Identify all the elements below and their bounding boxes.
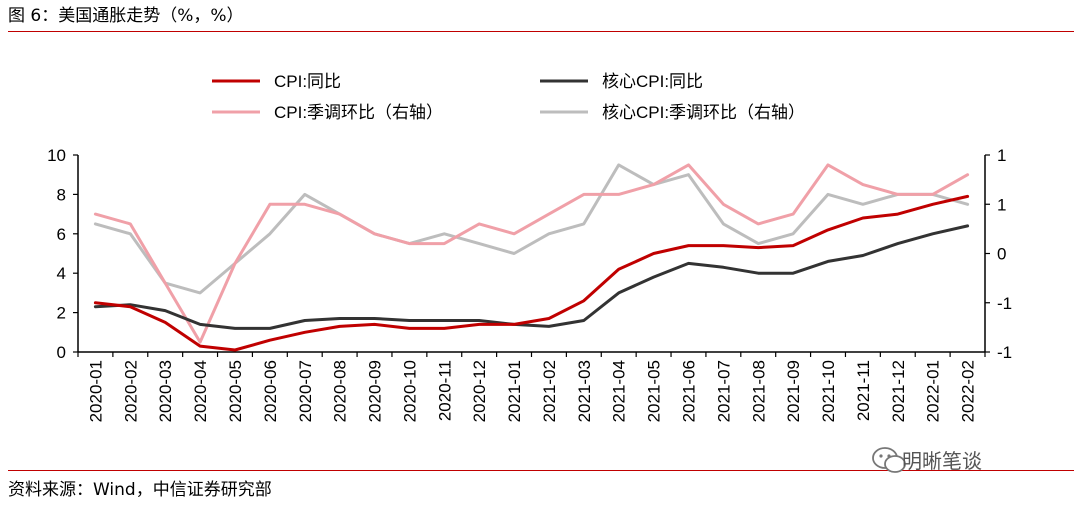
x-tick-label-3: 2020-04 <box>191 360 210 422</box>
series-line-4 <box>93 163 970 295</box>
source-note: 资料来源：Wind，中信证券研究部 <box>8 480 272 500</box>
source-rule <box>8 470 1074 471</box>
wechat-icon <box>872 447 906 473</box>
x-tick-label-9: 2020-10 <box>400 360 419 422</box>
left-tick-label-0: 0 <box>57 343 66 362</box>
x-tick-label-12: 2021-01 <box>505 360 524 422</box>
figure-title: 图 6：美国通胀走势（%，%） <box>8 6 244 26</box>
title-rule <box>8 31 1074 32</box>
right-tick-label-0: -1 <box>997 343 1012 362</box>
x-tick-label-11: 2020-12 <box>470 360 489 422</box>
x-tick-label-8: 2020-09 <box>366 360 385 422</box>
x-tick-label-22: 2021-11 <box>854 360 873 421</box>
x-tick-label-16: 2021-05 <box>645 360 664 422</box>
x-tick-label-19: 2021-08 <box>749 360 768 422</box>
x-tick-label-7: 2020-08 <box>331 360 350 422</box>
x-tick-label-6: 2020-07 <box>296 360 315 422</box>
right-tick-label-2: 0 <box>997 245 1006 264</box>
left-tick-label-5: 10 <box>47 146 66 165</box>
x-tick-label-13: 2021-02 <box>540 360 559 422</box>
x-tick-label-24: 2022-01 <box>924 360 943 422</box>
watermark-text: 明晰笔谈 <box>902 449 982 473</box>
left-tick-label-1: 2 <box>57 304 66 323</box>
x-tick-label-21: 2021-10 <box>819 360 838 422</box>
series-line-3 <box>93 163 970 344</box>
series-line-1 <box>93 194 970 352</box>
x-axis: 2020-01 2020-02 2020-03 2020-04 2020-05 2020-… <box>77 351 986 422</box>
x-tick-label-23: 2021-12 <box>889 360 908 422</box>
chart-legend: CPI:同比 核心CPI:同比 CPI:季调环比（右轴） 核心CPI:季调环比（右轴） <box>212 72 805 122</box>
series-line-2 <box>93 224 970 330</box>
inflation-chart: CPI:同比 核心CPI:同比 CPI:季调环比（右轴） 核心CPI:季调环比（右轴）… <box>47 72 1012 422</box>
x-tick-label-1: 2020-02 <box>121 360 140 422</box>
x-tick-label-5: 2020-06 <box>261 360 280 422</box>
x-tick-label-15: 2021-04 <box>610 360 629 422</box>
left-tick-label-3: 6 <box>57 225 66 244</box>
right-tick-label-1: -1 <box>997 294 1012 313</box>
legend-label-3: CPI:季调环比（右轴） <box>274 103 443 122</box>
x-tick-label-25: 2022-02 <box>959 360 978 422</box>
left-tick-label-2: 4 <box>57 264 66 283</box>
x-tick-label-2: 2020-03 <box>156 360 175 422</box>
right-tick-label-3: 1 <box>997 195 1006 214</box>
left-y-axis: 0 2 4 6 8 10 <box>47 146 79 362</box>
x-tick-label-18: 2021-07 <box>714 360 733 422</box>
legend-label-2: 核心CPI:同比 <box>602 72 703 91</box>
x-tick-label-4: 2020-05 <box>226 360 245 422</box>
x-tick-label-0: 2020-01 <box>86 360 105 422</box>
left-tick-label-4: 8 <box>57 185 66 204</box>
right-y-axis: -1 -1 0 1 1 <box>984 146 1012 362</box>
series-lines <box>93 163 970 352</box>
right-tick-label-4: 1 <box>997 146 1006 165</box>
x-tick-label-14: 2021-03 <box>575 360 594 422</box>
x-tick-label-17: 2021-06 <box>679 360 698 422</box>
legend-label-4: 核心CPI:季调环比（右轴） <box>602 103 805 122</box>
x-tick-label-20: 2021-09 <box>784 360 803 422</box>
x-tick-label-10: 2020-11 <box>435 360 454 421</box>
legend-label-1: CPI:同比 <box>274 72 341 91</box>
